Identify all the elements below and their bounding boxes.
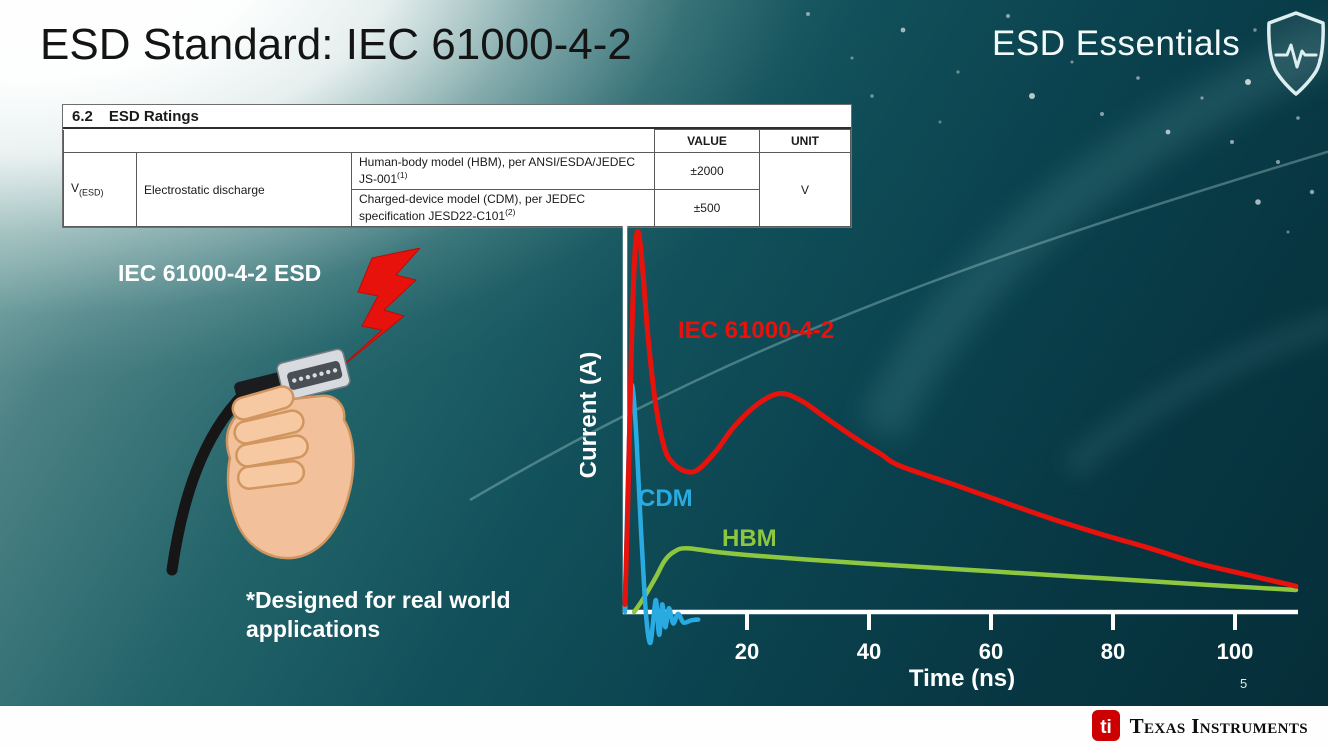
cdm-curve-label: CDM <box>638 485 693 512</box>
hbm-curve-label: HBM <box>722 525 777 552</box>
ti-logo: ti Texas Instruments <box>1091 709 1308 743</box>
blank-header-cell <box>63 129 655 153</box>
parameter-cell: Electrostatic discharge <box>136 152 352 227</box>
x-tick-label: 80 <box>1101 639 1125 664</box>
curve-hbm <box>631 545 1299 615</box>
cdm-description-cell: Charged-device model (CDM), per JEDEC sp… <box>351 189 655 227</box>
curve-iec-61000-4-2 <box>622 228 1299 607</box>
cable-illustration <box>166 388 250 576</box>
unit-cell: V <box>759 152 851 227</box>
series-name-label: ESD Essentials <box>992 24 1241 63</box>
ti-bug-icon: ti <box>1091 710 1120 741</box>
ti-logo-text: Texas Instruments <box>1129 713 1308 738</box>
iec-curve-label: IEC 61000-4-2 <box>678 317 834 344</box>
table-row: Charged-device model (CDM), per JEDEC sp… <box>64 189 851 227</box>
esd-waveform-chart: 20 40 60 80 100 IEC 61000-4-2 CDM HBM Time (… <box>580 216 1299 690</box>
x-tick-label: 40 <box>857 639 881 664</box>
esd-ratings-table: 6.2 ESD Ratings VALUE UNIT V(ESD) Electro… <box>62 104 852 228</box>
lightning-bolt-icon <box>339 248 421 369</box>
pulse-line-icon <box>1274 43 1318 69</box>
table-section-heading: 6.2 ESD Ratings <box>63 105 851 129</box>
hbm-description-cell: Human-body model (HBM), per ANSI/ESDA/JE… <box>351 152 655 190</box>
section-title: ESD Ratings <box>108 108 199 125</box>
section-number: 6.2 <box>72 108 93 125</box>
symbol-cell: V(ESD) <box>63 152 137 227</box>
slide-title: ESD Standard: IEC 61000-4-2 <box>40 20 632 69</box>
hbm-value-cell: ±2000 <box>654 152 760 190</box>
curve-cdm <box>622 382 701 646</box>
x-axis-ticks: 20 40 60 80 100 <box>735 612 1254 664</box>
x-tick-label: 20 <box>735 639 759 664</box>
page-number: 5 <box>1240 676 1248 691</box>
design-note: *Designed for real world applications <box>246 587 511 643</box>
cdm-value-cell: ±500 <box>654 189 760 227</box>
value-column-header: VALUE <box>654 129 760 153</box>
chart-curves <box>622 228 1299 646</box>
hand-holding-connector-illustration <box>166 348 355 576</box>
table-row: V(ESD) Electrostatic discharge Human-bod… <box>63 152 851 227</box>
hand-illustration <box>225 385 355 560</box>
x-tick-label: 100 <box>1217 639 1254 664</box>
y-axis-title: Current (A) <box>580 352 602 479</box>
x-axis-title: Time (ns) <box>909 665 1015 690</box>
x-tick-label: 60 <box>979 639 1003 664</box>
footer-bar: ti Texas Instruments <box>0 706 1328 746</box>
iec-esd-label: IEC 61000-4-2 ESD <box>118 260 322 286</box>
unit-column-header: UNIT <box>759 129 851 153</box>
shield-pulse-icon <box>1267 11 1325 96</box>
svg-text:ti: ti <box>1100 717 1112 738</box>
